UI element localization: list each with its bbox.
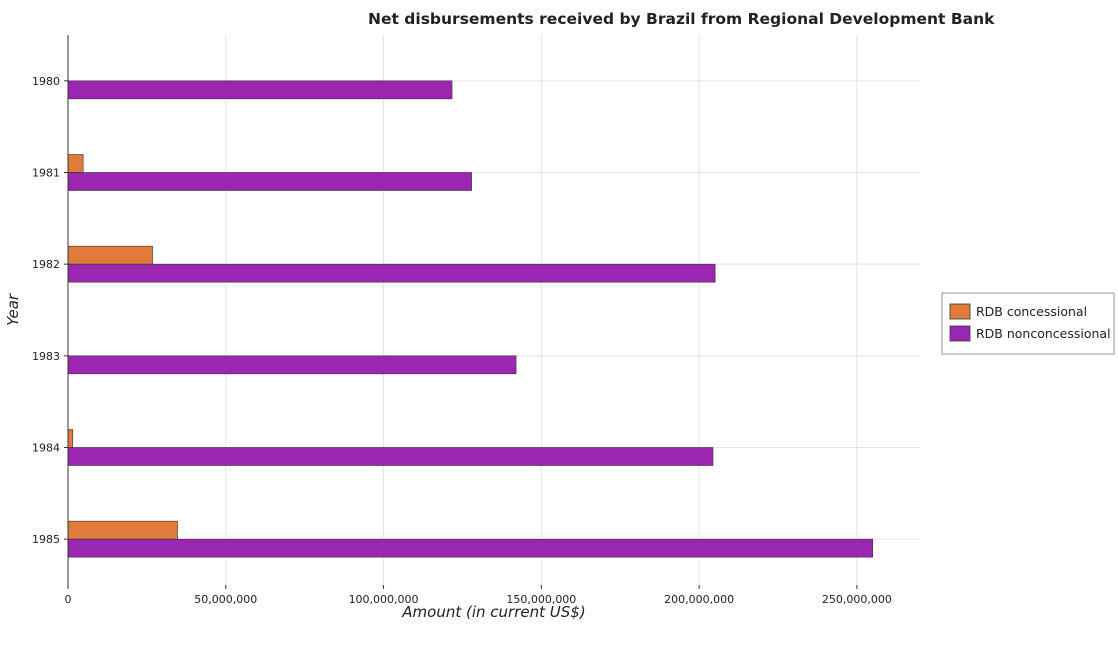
bars [67, 80, 873, 558]
x-tick-label: 0 [65, 593, 72, 606]
x-tick-label: 200,000,000 [664, 593, 734, 606]
bar-nonconcessional [67, 172, 472, 191]
y-tick-label: 1983 [32, 350, 60, 363]
x-tick-label: 150,000,000 [506, 593, 576, 606]
legend-box [941, 292, 1115, 355]
bar-nonconcessional [67, 263, 716, 283]
x-tick-label: 50,000,000 [194, 593, 257, 606]
bar-concessional [67, 520, 178, 540]
bar-concessional [67, 154, 84, 173]
legend-label-nonconcessional: RDB nonconcessional [976, 326, 1111, 341]
bar-concessional [67, 429, 74, 448]
y-tick-label: 1982 [32, 258, 60, 271]
y-tick-label: 1984 [32, 442, 60, 455]
bar-nonconcessional [67, 447, 714, 466]
x-tick-label: 250,000,000 [822, 593, 892, 606]
y-tick-label: 1985 [32, 533, 60, 546]
x-tick-label: 100,000,000 [349, 593, 419, 606]
y-tick-label: 1980 [32, 75, 60, 88]
bar-nonconcessional [67, 80, 453, 100]
x-axis-ticks: 0 50,000,000 100,000,000 150,000,000 200,000… [65, 585, 892, 606]
y-axis-label: Year [4, 293, 22, 326]
y-tick-label: 1981 [32, 167, 60, 180]
bar-nonconcessional [67, 538, 873, 558]
chart-title: Net disbursements received by Brazil fro… [368, 10, 995, 28]
x-axis-label: Amount (in current US$) [401, 603, 585, 621]
bar-concessional [67, 245, 153, 265]
grid [67, 35, 920, 585]
y-axis-ticks: 1980 1981 1982 1983 1984 1985 [32, 75, 68, 546]
legend-swatch-concessional [949, 303, 971, 320]
bar-nonconcessional [67, 355, 517, 375]
legend: RDB concessional RDB nonconcessional [941, 292, 1115, 355]
legend-swatch-nonconcessional [949, 325, 971, 342]
legend-label-concessional: RDB concessional [976, 304, 1087, 319]
